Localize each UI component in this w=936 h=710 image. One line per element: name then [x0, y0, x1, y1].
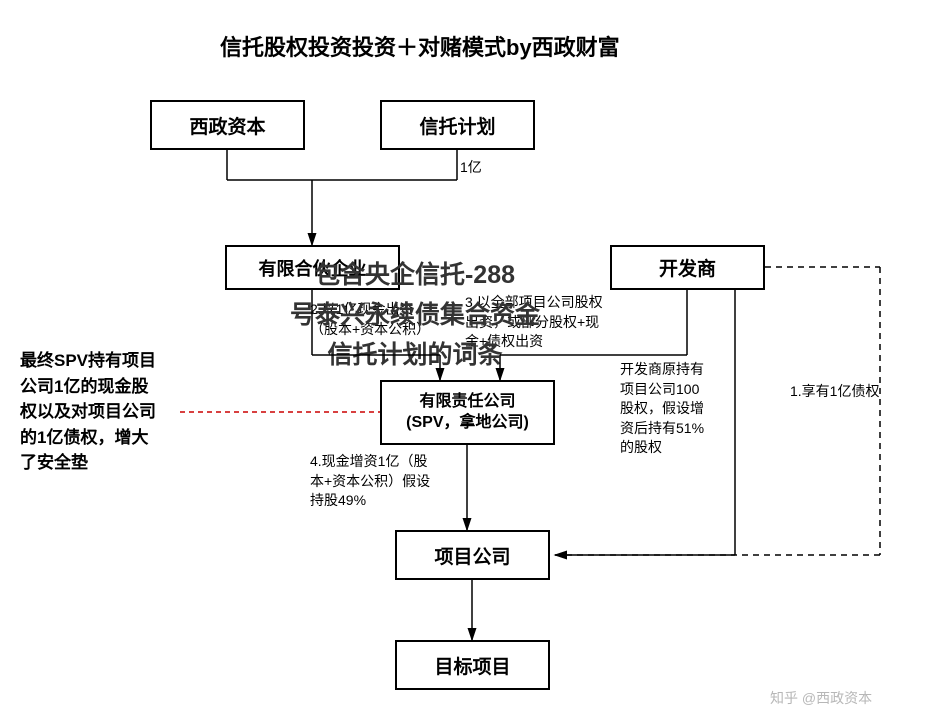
- label-right-claim: 1.享有1亿债权: [790, 382, 879, 402]
- label-dev-l2: 项目公司100: [620, 380, 704, 400]
- label-edge4-l3: 持股49%: [310, 491, 430, 511]
- node-xizheng-capital: 西政资本: [150, 100, 305, 150]
- label-dev-l4: 资后持有51%: [620, 419, 704, 439]
- note-l4: 的1亿债权，增大: [20, 425, 156, 451]
- node-target-project: 目标项目: [395, 640, 550, 690]
- diagram-title: 信托股权投资投资＋对赌模式by西政财富: [220, 30, 620, 62]
- label-edge4: 4.现金增资1亿（股 本+资本公积）假设 持股49%: [310, 452, 430, 511]
- label-developer-note: 开发商原持有 项目公司100 股权，假设增 资后持有51% 的股权: [620, 360, 704, 458]
- note-l1: 最终SPV持有项目: [20, 348, 156, 374]
- node-trust-plan: 信托计划: [380, 100, 535, 150]
- overlay-l2: 号泰兴永续债集合资金: [250, 295, 580, 335]
- node-spv: 有限责任公司 (SPV，拿地公司): [380, 380, 555, 445]
- note-l3: 权以及对项目公司: [20, 399, 156, 425]
- note-l2: 公司1亿的现金股: [20, 374, 156, 400]
- label-dev-l3: 股权，假设增: [620, 399, 704, 419]
- label-dev-l1: 开发商原持有: [620, 360, 704, 380]
- node-spv-line2: (SPV，拿地公司): [406, 413, 529, 434]
- overlay-l1: 包含央企信托-288: [250, 255, 580, 295]
- label-edge4-l2: 本+资本公积）假设: [310, 472, 430, 492]
- node-spv-line1: 有限责任公司: [406, 392, 529, 413]
- label-edge4-l1: 4.现金增资1亿（股: [310, 452, 430, 472]
- label-1yi: 1亿: [460, 158, 482, 178]
- label-dev-l5: 的股权: [620, 438, 704, 458]
- overlay-watermark-text: 包含央企信托-288 号泰兴永续债集合资金 信托计划的词条: [250, 255, 580, 375]
- overlay-l3: 信托计划的词条: [250, 335, 580, 375]
- node-project-company: 项目公司: [395, 530, 550, 580]
- note-l5: 了安全垫: [20, 450, 156, 476]
- node-developer: 开发商: [610, 245, 765, 290]
- zhihu-watermark: 知乎 @西政资本: [770, 688, 872, 708]
- note-spv-summary: 最终SPV持有项目 公司1亿的现金股 权以及对项目公司 的1亿债权，增大 了安全…: [20, 348, 156, 476]
